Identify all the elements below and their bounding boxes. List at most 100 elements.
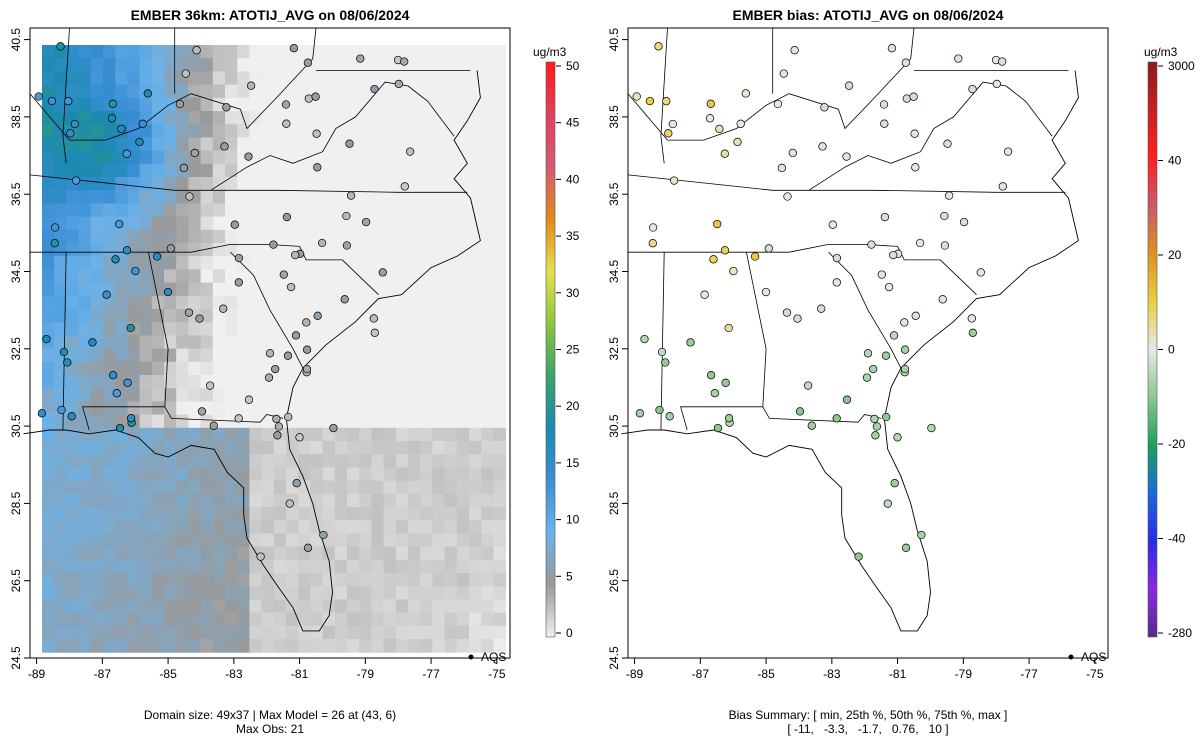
grid-cell bbox=[261, 467, 275, 482]
grid-cell bbox=[432, 163, 446, 178]
grid-cell bbox=[481, 625, 494, 640]
grid-cell bbox=[395, 137, 409, 152]
grid-cell bbox=[444, 111, 458, 125]
grid-cell bbox=[420, 375, 433, 389]
grid-cell bbox=[127, 71, 141, 86]
station-marker bbox=[292, 479, 301, 488]
grid-cell bbox=[212, 361, 226, 376]
grid-cell bbox=[188, 586, 202, 600]
grid-cell bbox=[493, 282, 507, 297]
grid-cell bbox=[237, 163, 250, 178]
grid-cell bbox=[66, 71, 80, 86]
grid-cell bbox=[127, 295, 141, 310]
grid-cell bbox=[469, 190, 482, 204]
grid-cell bbox=[334, 45, 348, 59]
station-marker bbox=[342, 241, 352, 250]
grid-cell bbox=[298, 203, 311, 218]
grid-cell bbox=[481, 401, 494, 416]
grid-cell bbox=[115, 295, 128, 310]
grid-cell bbox=[54, 269, 67, 284]
grid-cell bbox=[273, 520, 287, 534]
grid-cell bbox=[432, 295, 446, 310]
grid-cell bbox=[371, 375, 385, 389]
grid-cell bbox=[408, 322, 421, 336]
grid-cell bbox=[444, 216, 458, 231]
grid-cell bbox=[359, 71, 372, 86]
grid-cell bbox=[176, 559, 189, 574]
grid-cell bbox=[408, 427, 421, 442]
grid-cell bbox=[225, 309, 238, 323]
grid-cell bbox=[420, 401, 433, 416]
grid-cell bbox=[151, 203, 165, 218]
grid-cell bbox=[310, 295, 324, 310]
grid-cell bbox=[176, 84, 189, 99]
grid-cell bbox=[493, 375, 507, 389]
grid-cell bbox=[66, 599, 80, 614]
grid-cell bbox=[151, 71, 165, 86]
grid-cell bbox=[493, 229, 507, 244]
grid-cell bbox=[103, 414, 116, 429]
grid-cell bbox=[347, 97, 360, 112]
grid-cell bbox=[444, 441, 458, 455]
grid-cell bbox=[188, 467, 202, 482]
grid-cell bbox=[420, 348, 433, 363]
grid-cell bbox=[481, 361, 494, 376]
grid-cell bbox=[200, 71, 214, 86]
grid-cell bbox=[151, 401, 165, 416]
grid-cell bbox=[334, 414, 348, 429]
grid-cell bbox=[481, 599, 494, 614]
grid-cell bbox=[383, 111, 397, 125]
state-border bbox=[62, 27, 70, 164]
grid-cell bbox=[334, 388, 348, 402]
grid-cell bbox=[371, 507, 385, 521]
grid-cell bbox=[408, 348, 421, 363]
grid-cell bbox=[493, 111, 507, 125]
grid-cell bbox=[78, 282, 92, 297]
grid-cell bbox=[481, 216, 494, 231]
grid-cell bbox=[127, 177, 141, 191]
grid-cell bbox=[237, 295, 250, 310]
grid-cell bbox=[103, 229, 116, 244]
grid-cell bbox=[286, 559, 299, 574]
grid-cell bbox=[359, 229, 372, 244]
grid-cell bbox=[310, 256, 324, 270]
grid-cell bbox=[408, 573, 421, 587]
grid-cell bbox=[469, 203, 482, 218]
grid-cell bbox=[334, 533, 348, 548]
grid-cell bbox=[139, 295, 153, 310]
grid-cell bbox=[298, 71, 311, 86]
grid-cell bbox=[225, 639, 238, 653]
grid-cell bbox=[395, 467, 409, 482]
grid-cell bbox=[42, 111, 55, 125]
grid-cell bbox=[456, 454, 470, 468]
grid-cell bbox=[225, 454, 238, 468]
grid-cell bbox=[225, 493, 238, 508]
grid-cell bbox=[371, 282, 385, 297]
grid-cell bbox=[127, 229, 141, 244]
grid-cell bbox=[420, 256, 433, 270]
grid-cell bbox=[225, 322, 238, 336]
grid-cell bbox=[237, 71, 250, 86]
grid-cell bbox=[188, 243, 202, 257]
grid-cell bbox=[42, 533, 55, 548]
grid-cell bbox=[322, 282, 336, 297]
grid-cell bbox=[176, 111, 189, 125]
grid-cell bbox=[151, 322, 165, 336]
grid-cell bbox=[188, 507, 202, 521]
station-marker bbox=[179, 163, 189, 173]
grid-cell bbox=[371, 441, 385, 455]
grid-cell bbox=[383, 282, 397, 297]
grid-cell bbox=[456, 480, 470, 495]
grid-cell bbox=[347, 124, 360, 138]
grid-cell bbox=[42, 163, 55, 178]
grid-cell bbox=[78, 177, 92, 191]
grid-cell bbox=[408, 612, 421, 627]
grid-cell bbox=[225, 546, 238, 561]
grid-cell bbox=[334, 335, 348, 350]
grid-cell bbox=[456, 375, 470, 389]
grid-cell bbox=[225, 282, 238, 297]
grid-cell bbox=[408, 414, 421, 429]
grid-cell bbox=[359, 414, 372, 429]
grid-cell bbox=[298, 507, 311, 521]
grid-cell bbox=[200, 216, 214, 231]
